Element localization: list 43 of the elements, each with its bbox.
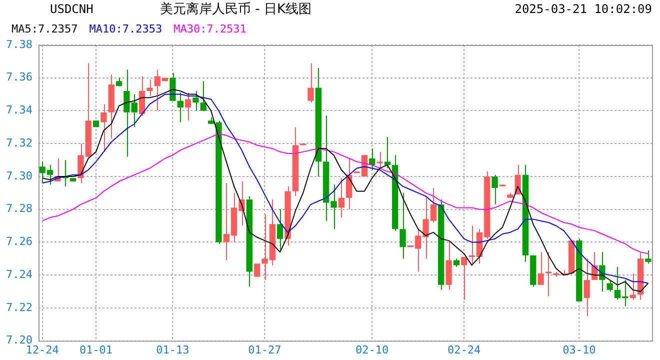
candlestick [645, 250, 652, 264]
x-tick-label: 01-13 [156, 343, 190, 356]
candlestick [177, 92, 184, 123]
y-tick-label: 7.28 [6, 202, 32, 216]
candlestick [192, 90, 199, 112]
text: MA30:7.2531 [174, 22, 246, 36]
y-tick-label: 7.34 [6, 104, 33, 117]
y-tick-label: 7.26 [6, 235, 32, 248]
candlestick [338, 178, 344, 218]
candlestick [545, 252, 552, 297]
candlestick [184, 92, 192, 122]
candlestick [276, 208, 284, 251]
x-tick-label: 02-10 [356, 343, 389, 356]
candlestick [584, 258, 590, 317]
x-tick-label: 02-24 [448, 343, 482, 356]
candlestick [492, 174, 498, 205]
chart-subtitle: USDCNH [50, 2, 94, 16]
y-tick-label: 7.30 [6, 169, 32, 182]
candlestick [100, 104, 107, 152]
y-tick-label: 7.36 [6, 70, 32, 84]
candlestick [461, 256, 468, 300]
candlestick [376, 151, 383, 169]
text: MA5:7.2357 [12, 22, 78, 36]
candlestick [538, 252, 544, 286]
candlestick [384, 136, 390, 169]
x-tick-label: 01-01 [79, 343, 113, 356]
text: 2025-03-21 10:02:09 [514, 2, 652, 16]
y-tick-label: 7.22 [6, 300, 32, 314]
candlestick [606, 279, 613, 292]
candlestick [200, 80, 206, 112]
x-tick-label: 03-10 [562, 343, 596, 356]
chart-title: 美元离岸人民币 - 日K线图 [160, 1, 312, 18]
candlestick [254, 263, 260, 278]
candlestick [308, 62, 314, 104]
text: MA10:7.2353 [89, 22, 162, 36]
y-tick-label: 7.32 [6, 136, 32, 150]
candlestick [146, 79, 153, 96]
y-tick-label: 7.38 [6, 38, 32, 51]
x-tick-label: 01-27 [248, 343, 282, 356]
candlestick [400, 192, 406, 260]
candlestick [138, 76, 146, 116]
candlestick [170, 72, 176, 102]
y-tick-label: 7.24 [6, 268, 33, 281]
